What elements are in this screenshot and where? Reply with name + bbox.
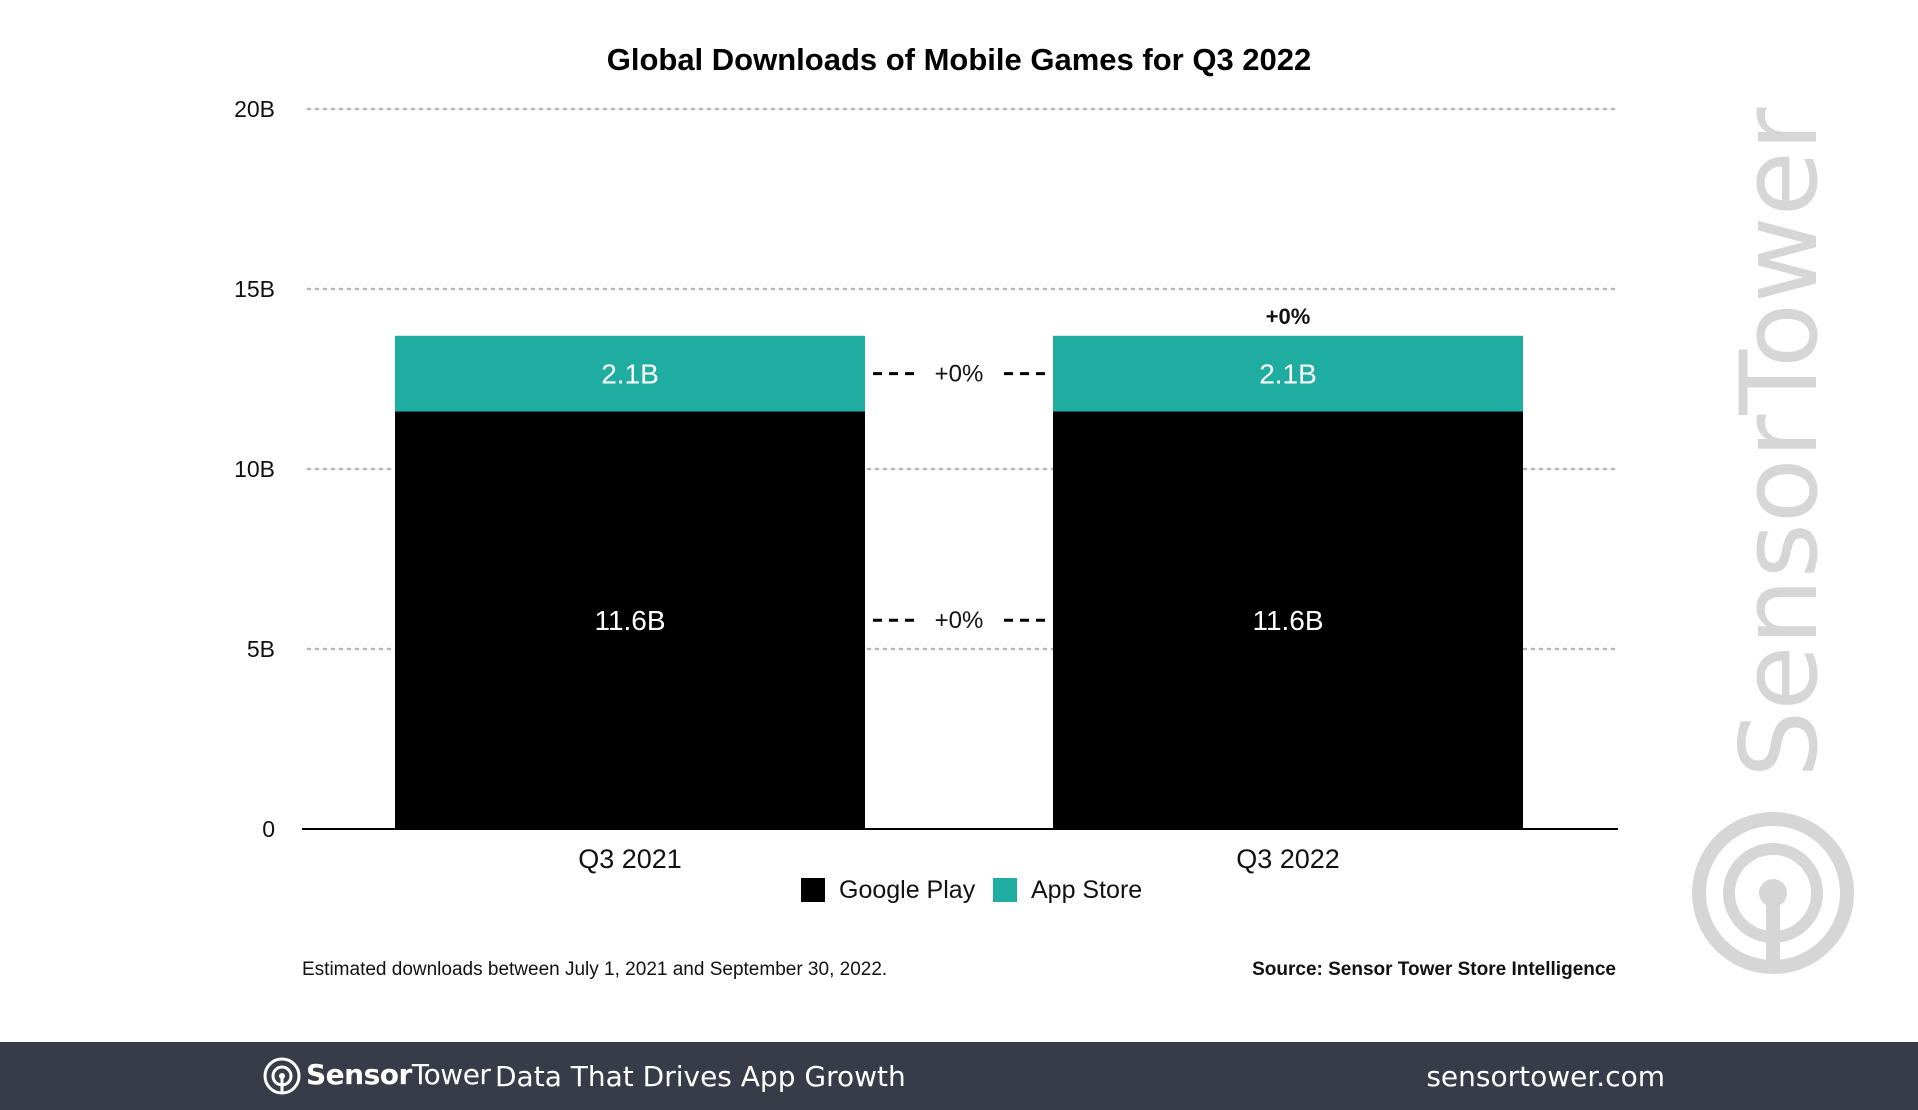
legend-item-google-play: Google Play bbox=[801, 876, 976, 904]
chart-title: Global Downloads of Mobile Games for Q3 … bbox=[607, 42, 1312, 77]
bar-value-label: 11.6B bbox=[1252, 605, 1323, 636]
legend-label: App Store bbox=[1031, 876, 1142, 904]
y-tick-label: 0 bbox=[262, 816, 275, 842]
bar-value-label: 11.6B bbox=[594, 605, 665, 636]
legend-label: Google Play bbox=[839, 876, 976, 904]
bar-value-label: 2.1B bbox=[1259, 359, 1317, 390]
sensortower-watermark: SensorTower bbox=[1692, 107, 1854, 974]
bar-app-store bbox=[1053, 335, 1523, 412]
watermark-text: SensorTower bbox=[1718, 107, 1841, 778]
legend-item-app-store: App Store bbox=[993, 876, 1142, 904]
total-change-label: +0% bbox=[1266, 304, 1311, 329]
legend-swatch bbox=[993, 878, 1017, 902]
x-category-label: Q3 2022 bbox=[1236, 844, 1340, 874]
sensortower-logo-icon bbox=[263, 1057, 301, 1095]
bar-value-label: 2.1B bbox=[601, 359, 659, 390]
chart: Global Downloads of Mobile Games for Q3 … bbox=[234, 42, 1854, 980]
bar-google-play bbox=[1053, 411, 1523, 829]
y-tick-label: 20B bbox=[234, 96, 275, 122]
bar-app-store bbox=[395, 335, 865, 412]
footer-tagline: Data That Drives App Growth bbox=[495, 1060, 906, 1093]
y-tick-label: 10B bbox=[234, 456, 275, 482]
bar-google-play bbox=[395, 411, 865, 829]
footer-brand: SensorTower bbox=[306, 1058, 491, 1091]
x-category-label: Q3 2021 bbox=[578, 844, 682, 874]
y-tick-label: 5B bbox=[247, 636, 275, 662]
source-note: Source: Sensor Tower Store Intelligence bbox=[1252, 959, 1616, 980]
series-change-label: +0% bbox=[935, 361, 984, 388]
legend-swatch bbox=[801, 878, 825, 902]
series-change-label: +0% bbox=[935, 607, 984, 634]
footer-bar: SensorTower Data That Drives App Growth … bbox=[0, 1042, 1918, 1110]
sensortower-watermark-logo-icon bbox=[1692, 812, 1854, 974]
footer-website-link[interactable]: sensortower.com bbox=[1426, 1060, 1665, 1093]
y-tick-label: 15B bbox=[234, 276, 275, 302]
footnote: Estimated downloads between July 1, 2021… bbox=[302, 959, 887, 980]
